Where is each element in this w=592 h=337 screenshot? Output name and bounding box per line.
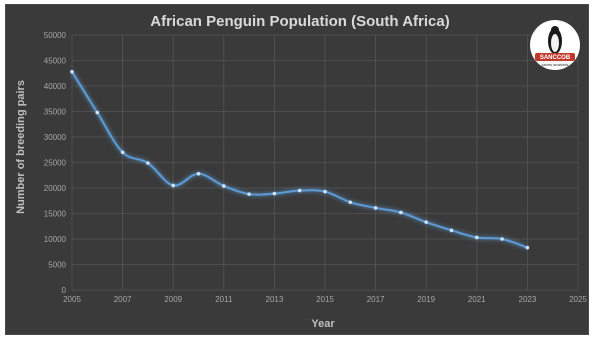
x-tick-label: 2025	[569, 295, 587, 304]
y-tick-label: 40000	[44, 82, 67, 91]
penguin-icon: SANCCOB saves seabirds	[530, 20, 580, 70]
x-tick-label: 2019	[417, 295, 435, 304]
y-tick-label: 25000	[44, 159, 67, 168]
data-point	[525, 245, 530, 250]
x-tick-label: 2007	[114, 295, 132, 304]
data-point	[247, 192, 251, 196]
y-tick-label: 20000	[44, 184, 67, 193]
gridlines	[71, 34, 579, 291]
data-point	[399, 210, 403, 215]
data-point	[196, 171, 201, 176]
chart-panel	[5, 4, 589, 335]
logo-text: SANCCOB	[540, 55, 571, 61]
series-population	[70, 69, 530, 250]
y-tick-label: 5000	[48, 261, 66, 270]
data-point	[222, 184, 226, 188]
x-tick-label: 2021	[468, 295, 486, 304]
logo-tagline: saves seabirds	[542, 62, 569, 67]
data-point	[424, 220, 429, 224]
data-point	[449, 228, 454, 233]
data-point	[297, 188, 302, 193]
y-axis-ticks: 0 5000 10000 15000 20000 25000 30000 35000 40000…	[44, 31, 67, 295]
data-point	[120, 150, 125, 155]
data-point	[272, 191, 277, 196]
data-point	[348, 200, 353, 205]
x-tick-label: 2023	[519, 295, 537, 304]
x-tick-label: 2015	[316, 295, 334, 304]
y-axis-title: Number of breeding pairs	[15, 80, 27, 214]
y-tick-label: 10000	[44, 235, 67, 244]
data-point	[475, 235, 479, 240]
data-point	[95, 110, 100, 115]
x-axis-ticks: 2005 2007 2009 2011 2013 2015 2017 2019 2021 2023…	[63, 295, 587, 304]
y-tick-label: 15000	[44, 210, 67, 219]
data-point	[373, 206, 378, 210]
series-line	[71, 71, 528, 249]
y-tick-label: 35000	[44, 108, 67, 117]
penguin-belly	[551, 34, 559, 52]
chart-title: African Penguin Population (South Africa…	[150, 13, 449, 30]
data-point	[70, 69, 74, 74]
x-tick-label: 2009	[164, 295, 182, 304]
y-tick-label: 30000	[44, 133, 67, 142]
penguin-head	[551, 26, 559, 34]
data-point	[500, 237, 504, 241]
y-tick-label: 45000	[44, 57, 67, 66]
x-tick-label: 2005	[63, 295, 81, 304]
x-tick-label: 2017	[367, 295, 385, 304]
data-point	[323, 189, 327, 194]
x-axis-title: Year	[311, 318, 335, 330]
data-point	[146, 161, 150, 165]
y-tick-label: 50000	[44, 31, 67, 40]
data-point	[171, 183, 175, 188]
logo-band	[535, 53, 575, 61]
x-tick-label: 2013	[266, 295, 284, 304]
y-tick-label: 0	[62, 286, 67, 295]
x-tick-label: 2011	[215, 295, 233, 304]
